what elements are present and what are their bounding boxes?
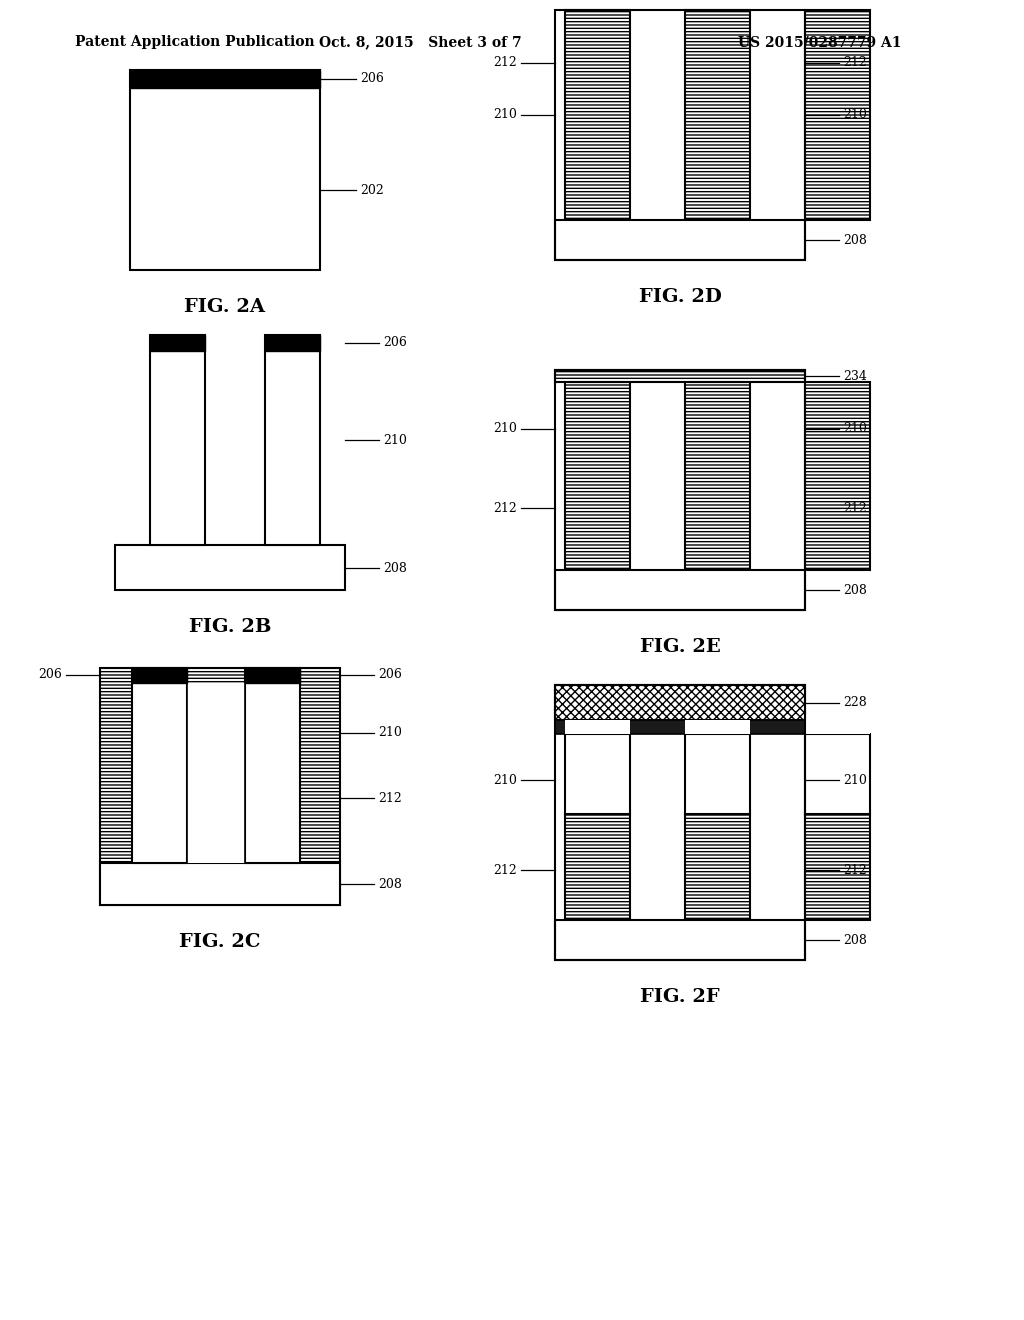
Bar [245,668,300,682]
Text: FIG. 2C: FIG. 2C [179,933,261,950]
Bar [555,11,805,260]
Bar [555,685,805,719]
Text: 234: 234 [843,370,867,383]
Bar [685,734,750,814]
Bar [265,335,319,545]
Text: 210: 210 [843,108,867,121]
Text: 208: 208 [378,878,401,891]
Bar [685,719,750,734]
Bar [187,682,245,863]
Bar [555,685,805,960]
Bar [100,863,340,906]
Text: 210: 210 [843,774,867,787]
Text: 206: 206 [378,668,401,681]
Bar [245,668,300,863]
Bar [150,335,205,545]
Text: 202: 202 [360,183,384,197]
Text: 226: 226 [843,721,866,734]
Bar [685,11,750,220]
Text: 228: 228 [843,697,866,710]
Text: 212: 212 [494,57,517,70]
Text: FIG. 2D: FIG. 2D [639,288,722,306]
Bar [805,11,870,220]
Bar [805,719,870,734]
Text: Oct. 8, 2015   Sheet 3 of 7: Oct. 8, 2015 Sheet 3 of 7 [318,36,521,49]
Text: US 2015/0287779 A1: US 2015/0287779 A1 [738,36,902,49]
Text: 206: 206 [383,337,407,350]
Text: 212: 212 [843,863,866,876]
Text: 208: 208 [843,234,867,247]
Bar [100,668,340,906]
Bar [555,920,805,960]
Bar [555,719,805,734]
Text: Patent Application Publication: Patent Application Publication [75,36,314,49]
Bar [565,814,630,920]
Text: 210: 210 [843,422,867,436]
Bar [555,570,805,610]
Text: 212: 212 [494,502,517,515]
Bar [555,220,805,260]
Bar [565,11,630,220]
Text: 208: 208 [843,583,867,597]
Text: 210: 210 [494,108,517,121]
Text: 212: 212 [843,502,866,515]
Bar [265,335,319,351]
Bar [150,335,205,351]
Bar [555,370,805,610]
Text: 210: 210 [494,774,517,787]
Text: 210: 210 [494,422,517,436]
Text: FIG. 2E: FIG. 2E [640,638,720,656]
Bar [805,814,870,920]
Text: 206: 206 [38,668,62,681]
Text: 212: 212 [378,792,401,804]
Text: FIG. 2F: FIG. 2F [640,987,720,1006]
Bar [130,70,319,88]
Text: 212: 212 [494,863,517,876]
Bar [805,381,870,570]
Bar [685,381,750,570]
Bar [115,545,345,590]
Bar [132,668,187,863]
Bar [685,814,750,920]
Text: FIG. 2A: FIG. 2A [184,298,265,315]
Bar [130,70,319,271]
Text: 206: 206 [360,73,384,86]
Text: FIG. 2B: FIG. 2B [188,618,271,636]
Text: 208: 208 [843,933,867,946]
Text: 208: 208 [383,561,407,574]
Bar [565,719,630,734]
Bar [132,668,187,682]
Text: 210: 210 [378,726,401,739]
Text: 210: 210 [383,433,407,446]
Bar [805,734,870,814]
Bar [555,370,805,381]
Bar [565,381,630,570]
Bar [565,734,630,814]
Text: 212: 212 [843,57,866,70]
